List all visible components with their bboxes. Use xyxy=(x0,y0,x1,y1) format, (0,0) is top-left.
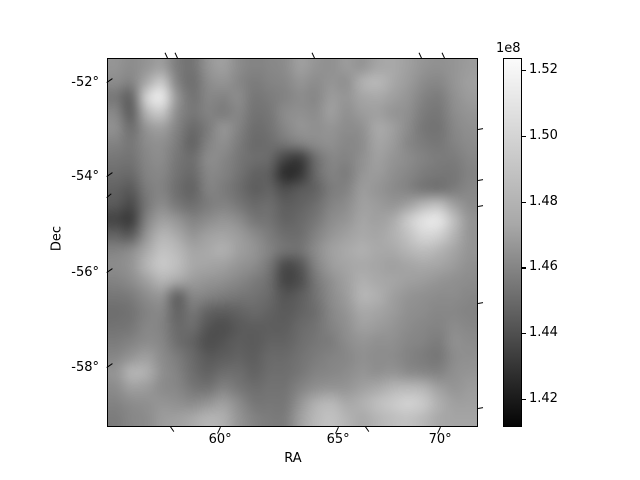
y-tick-label: -54° xyxy=(71,168,99,184)
heatmap-image xyxy=(108,59,477,426)
x-tick-label: 70° xyxy=(428,432,452,447)
right-minor-tick xyxy=(478,407,484,410)
colorbar-tick-mark xyxy=(522,201,526,203)
y-tick-label: -58° xyxy=(71,359,99,375)
y-axis-label: Dec xyxy=(49,225,65,252)
y-tick-label: -56° xyxy=(71,265,99,281)
colorbar xyxy=(503,58,522,427)
colorbar-tick-mark xyxy=(522,135,526,137)
y-tick-label: -52° xyxy=(71,75,99,91)
right-minor-tick xyxy=(478,179,484,182)
colorbar-tick-label: 1.44 xyxy=(529,325,558,341)
colorbar-tick-label: 1.52 xyxy=(529,61,558,77)
colorbar-offset-label: 1e8 xyxy=(496,41,521,56)
bottom-minor-tick xyxy=(170,426,175,432)
x-axis-label: RA xyxy=(284,451,302,466)
right-minor-tick xyxy=(478,302,484,305)
colorbar-tick-mark xyxy=(522,69,526,72)
right-minor-tick xyxy=(478,127,484,131)
x-tick-label: 60° xyxy=(208,432,232,447)
right-minor-tick xyxy=(478,205,484,208)
colorbar-tick-mark xyxy=(522,399,526,401)
colorbar-tick-mark xyxy=(522,333,526,335)
colorbar-tick-label: 1.42 xyxy=(529,391,558,407)
colorbar-tick-label: 1.50 xyxy=(529,127,558,143)
colorbar-tick-label: 1.46 xyxy=(529,259,558,275)
colorbar-tick-label: 1.48 xyxy=(529,193,558,209)
bottom-minor-tick xyxy=(364,426,370,432)
x-tick-label: 65° xyxy=(326,432,350,447)
heatmap-axes xyxy=(107,58,478,427)
colorbar-tick-mark xyxy=(522,267,526,269)
